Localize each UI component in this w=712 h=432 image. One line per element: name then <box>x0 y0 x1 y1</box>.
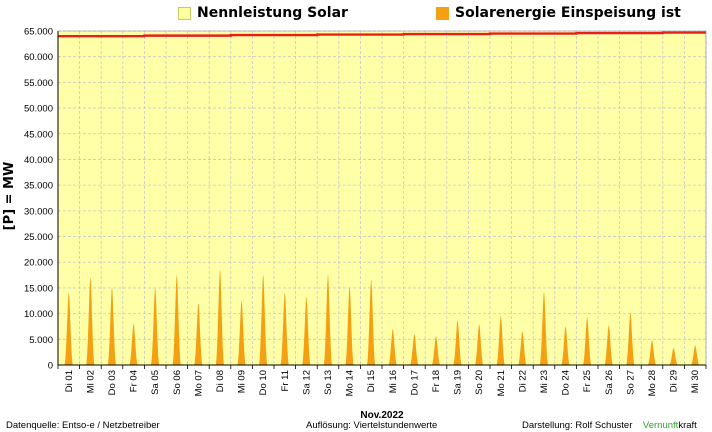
feed-in-peak <box>345 286 354 365</box>
feed-in-peak <box>518 331 527 365</box>
axes <box>57 30 707 369</box>
x-tick-label: Fr 18 <box>431 370 442 392</box>
feed-in-peak <box>215 269 225 365</box>
x-tick-label: Mo 07 <box>193 370 204 396</box>
legend-label-capacity: Nennleistung Solar <box>197 5 348 21</box>
x-tick-label: Di 01 <box>64 370 75 392</box>
feed-in-peak <box>258 275 268 365</box>
legend-swatch-feed-in <box>436 6 449 20</box>
y-tick-label: 45.000 <box>24 129 53 140</box>
x-tick-label: So 06 <box>172 370 183 395</box>
y-axis-label: [P] = MW <box>2 162 17 231</box>
data-source: Datenquelle: Entso-e / Netzbetreiber <box>6 420 160 431</box>
y-tick-labels: 0 5.000 10.000 15.000 20.000 25.000 30.000 35.0… <box>24 27 53 372</box>
x-tick-label: So 27 <box>625 370 636 395</box>
y-tick-label: 15.000 <box>24 283 53 294</box>
x-tick-label: Do 10 <box>258 370 269 395</box>
x-tick-label: Mo 21 <box>496 370 507 396</box>
feed-in-peak <box>496 316 506 365</box>
x-tick-label: Sa 05 <box>150 370 161 395</box>
x-tick-label: Fr 04 <box>129 370 140 392</box>
y-tick-label: 5.000 <box>29 335 53 346</box>
feed-in-peak <box>366 279 376 365</box>
y-tick-label: 30.000 <box>24 206 53 217</box>
brand-black: kraft <box>678 420 697 431</box>
x-tick-label: Sa 19 <box>453 370 464 395</box>
feed-in-peak <box>431 336 441 365</box>
x-tick-label: Mi 02 <box>85 370 96 393</box>
feed-in-peak <box>647 340 657 365</box>
feed-in-peak <box>690 345 700 365</box>
y-tick-label: 65.000 <box>24 27 53 38</box>
feed-in-peak <box>280 293 290 365</box>
x-tick-label: Do 17 <box>409 370 420 395</box>
x-tick-label: Mi 16 <box>388 370 399 393</box>
y-tick-label: 50.000 <box>24 104 53 115</box>
x-tick-label: Di 08 <box>215 370 226 392</box>
x-tick-labels: Di 01 Mi 02 Do 03 Fr 04 Sa 05 So 06 Mo 07 Di 08… <box>64 370 701 396</box>
x-tick-label: Fr 25 <box>582 370 593 392</box>
feed-in-peak <box>539 292 549 365</box>
x-tick-label: Do 03 <box>107 370 118 395</box>
y-tick-label: 25.000 <box>24 232 53 243</box>
x-tick-label: So 13 <box>323 370 334 395</box>
x-tick-label: Sa 26 <box>604 370 615 395</box>
feed-in-peak <box>107 287 117 365</box>
feed-in-peak <box>604 325 614 365</box>
feed-in-peak <box>237 300 246 365</box>
feed-in-peak <box>302 297 311 365</box>
y-tick-label: 60.000 <box>24 52 53 63</box>
feed-in-area <box>64 269 700 365</box>
capacity-line <box>58 31 706 38</box>
legend-item-capacity: Nennleistung Solar <box>178 5 348 21</box>
feed-in-peak <box>561 326 570 365</box>
legend-swatch-capacity <box>178 6 191 20</box>
x-tick-label: Fr 11 <box>280 370 291 391</box>
x-tick-label: Mi 30 <box>690 370 701 393</box>
feed-in-peak <box>410 334 419 365</box>
brand-green: Vernunft <box>642 420 679 431</box>
y-tick-label: 35.000 <box>24 181 53 192</box>
x-tick-label: Mo 28 <box>647 370 658 396</box>
author-text: Darstellung: Rolf Schuster <box>522 420 633 431</box>
x-tick-label: Di 22 <box>517 370 528 392</box>
feed-in-peak <box>194 303 203 365</box>
author-credit: Darstellung: Rolf Schuster Vernunftkraft <box>522 420 697 431</box>
x-tick-label: Mi 09 <box>237 370 248 393</box>
feed-in-peak <box>64 293 74 365</box>
feed-in-peak <box>582 317 592 365</box>
y-tick-label: 10.000 <box>24 309 53 320</box>
resolution-note: Auflösung: Viertelstundenwerte <box>306 420 438 431</box>
feed-in-peak <box>453 320 462 365</box>
x-tick-label: Mi 23 <box>539 370 550 393</box>
feed-in-peak <box>388 329 398 365</box>
feed-in-peak <box>86 277 95 365</box>
feed-in-peak <box>323 275 333 365</box>
legend-item-feed-in: Solarenergie Einspeisung ist <box>436 5 681 21</box>
x-tick-label: Di 29 <box>669 370 680 392</box>
feed-in-peak <box>669 348 678 365</box>
legend-label-feed-in: Solarenergie Einspeisung ist <box>455 5 681 21</box>
feed-in-peak <box>172 275 182 365</box>
feed-in-peak <box>129 323 138 365</box>
feed-in-peak <box>626 312 635 365</box>
x-tick-label: Do 24 <box>561 370 572 395</box>
y-tick-label: 55.000 <box>24 78 53 89</box>
feed-in-peak <box>474 324 484 365</box>
y-tick-label: 20.000 <box>24 258 53 269</box>
x-tick-label: Di 15 <box>366 370 377 392</box>
x-tick-label: So 20 <box>474 370 485 395</box>
x-axis-label: Nov.2022 <box>360 410 404 421</box>
feed-in-peak <box>150 287 160 365</box>
x-tick-label: Sa 12 <box>301 370 312 395</box>
y-tick-label: 40.000 <box>24 155 53 166</box>
x-tick-label: Mo 14 <box>345 370 356 396</box>
y-tick-label: 0 <box>48 361 53 372</box>
